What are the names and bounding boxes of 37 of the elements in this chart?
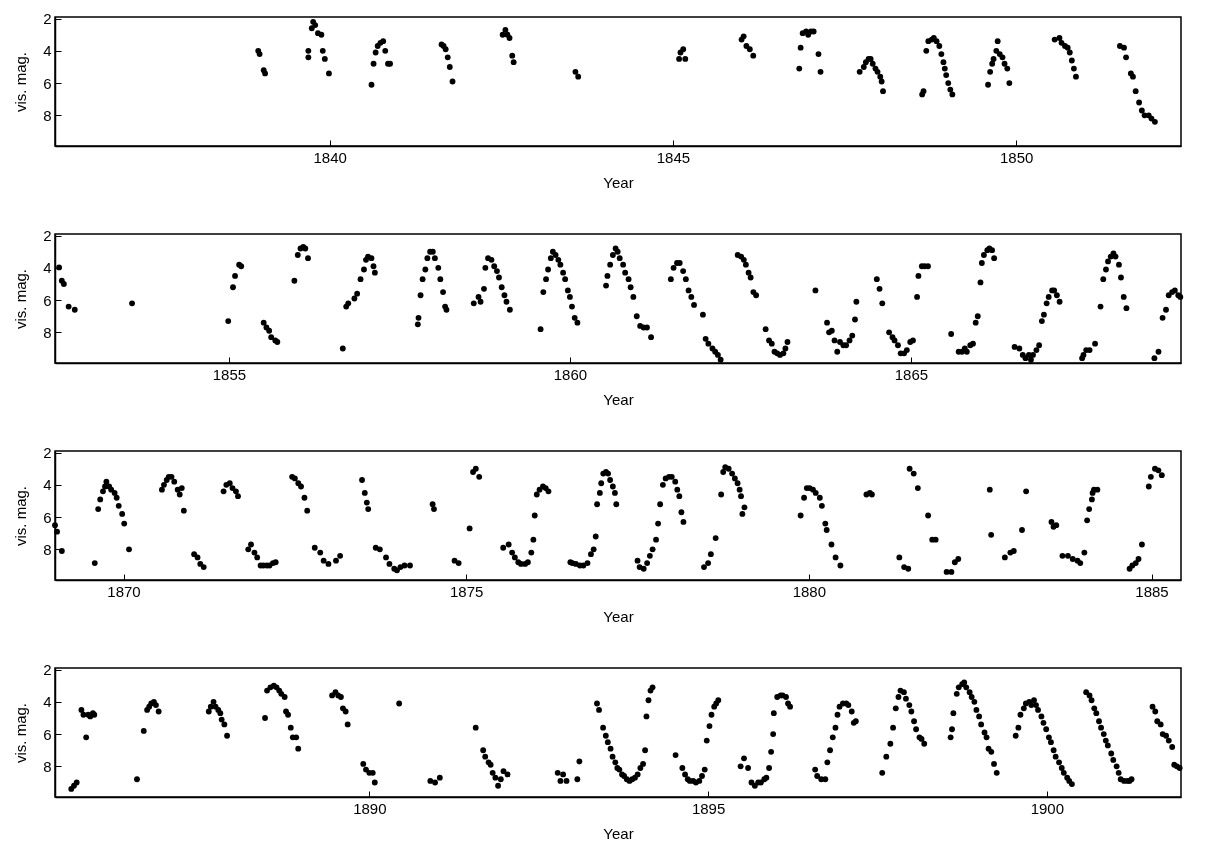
y-tick-label: 8: [43, 540, 52, 558]
y-tick-label: 8: [43, 323, 52, 341]
y-tick-label: 4: [43, 42, 52, 60]
y-tick-label: 2: [43, 227, 52, 245]
y-tick-label: 2: [43, 444, 52, 462]
y-tick-label: 2: [43, 10, 52, 28]
y-tick-label: 4: [43, 476, 52, 494]
x-tick-label: 1840: [313, 148, 347, 166]
x-tick-label: 1880: [792, 582, 827, 600]
y-axis-title: vis. mag.: [12, 51, 30, 113]
x-tick-label: 1865: [894, 365, 929, 383]
y-tick-label: 6: [43, 725, 52, 743]
y-axis-title: vis. mag.: [12, 268, 30, 330]
x-axis-title: Year: [603, 607, 634, 625]
x-axis-title: Year: [603, 390, 634, 408]
x-tick-label: 1860: [553, 365, 588, 383]
y-tick-label: 6: [43, 508, 52, 526]
x-axis-title: Year: [603, 173, 634, 191]
x-tick-label: 1890: [353, 799, 387, 817]
x-tick-label: 1855: [212, 365, 247, 383]
y-tick-label: 6: [43, 291, 52, 309]
y-tick-label: 8: [43, 757, 52, 775]
y-tick-label: 4: [43, 259, 52, 277]
x-tick-label: 1885: [1135, 582, 1169, 600]
y-tick-label: 2: [43, 661, 52, 679]
y-tick-label: 8: [43, 106, 52, 124]
y-tick-label: 6: [43, 74, 52, 92]
y-tick-label: 4: [43, 693, 52, 711]
x-tick-label: 1875: [450, 582, 484, 600]
x-axis-title: Year: [603, 824, 634, 842]
y-axis-title: vis. mag.: [12, 485, 30, 547]
x-tick-label: 1895: [691, 799, 726, 817]
x-tick-label: 1850: [1000, 148, 1034, 166]
x-tick-label: 1870: [107, 582, 141, 600]
y-axis-title: vis. mag.: [12, 702, 30, 764]
x-tick-label: 1845: [656, 148, 691, 166]
x-tick-label: 1900: [1030, 799, 1065, 817]
